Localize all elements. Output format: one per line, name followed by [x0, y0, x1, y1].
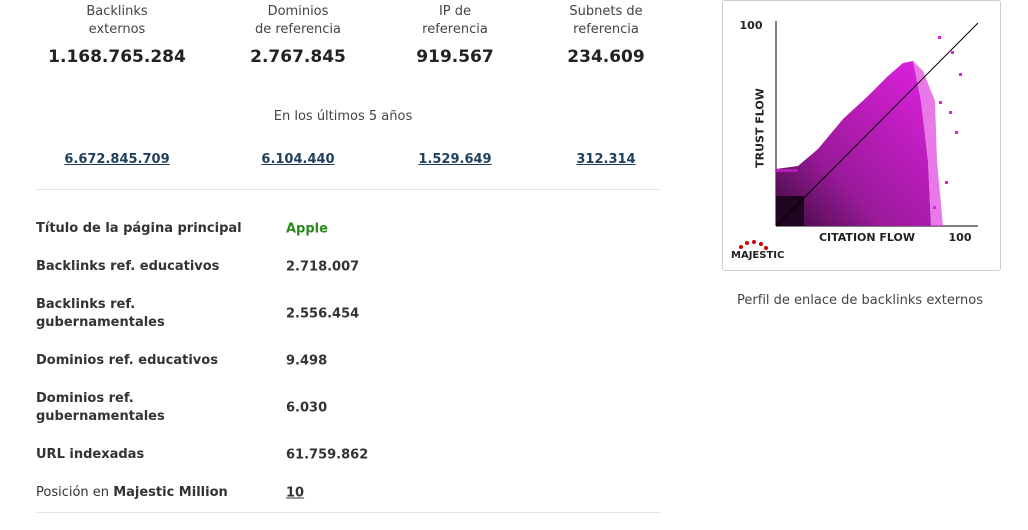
- density-edge: [913, 61, 943, 226]
- chart-caption: Perfil de enlace de backlinks externos: [737, 293, 983, 308]
- density-band: [776, 169, 798, 172]
- detail-value: 9.498: [286, 353, 328, 369]
- y-max: 100: [739, 19, 763, 32]
- detail-label: Título de la página principal: [36, 220, 242, 238]
- stat-label: Backlinks: [86, 4, 148, 19]
- detail-label-line: Backlinks ref. educativos: [36, 259, 220, 274]
- detail-value: 6.030: [286, 400, 328, 416]
- logo-text: MAJESTIC: [731, 250, 785, 261]
- detail-value: 2.556.454: [286, 306, 360, 322]
- detail-value: Apple: [286, 221, 328, 237]
- stat-label: referencia: [422, 22, 488, 37]
- detail-value: 61.759.862: [286, 447, 369, 463]
- logo-stars: [739, 240, 768, 250]
- detail-label: Dominios ref. gubernamentales: [36, 390, 165, 426]
- history-link[interactable]: 312.314: [576, 152, 636, 167]
- detail-label-line: Dominios ref. educativos: [36, 353, 218, 368]
- rank-label: Posición en Majestic Million: [36, 484, 228, 502]
- detail-label: Backlinks ref. gubernamentales: [36, 296, 165, 332]
- x-max: 100: [948, 231, 972, 244]
- chart-image: [739, 21, 979, 250]
- stat-label: referencia: [573, 22, 639, 37]
- detail-label-line: Título de la página principal: [36, 221, 242, 236]
- rank-bold: Majestic Million: [113, 485, 228, 500]
- stat-value: 1.168.765.284: [48, 47, 186, 67]
- rank-text: Posición en: [36, 485, 110, 500]
- detail-label-line: URL indexadas: [36, 447, 145, 462]
- divider: [36, 512, 661, 513]
- stat-label: Dominios: [267, 4, 329, 19]
- outliers: [933, 36, 962, 209]
- stat-label: Subnets de: [569, 4, 643, 19]
- divider: [36, 189, 661, 190]
- diagonal: [775, 22, 979, 227]
- detail-value: 2.718.007: [286, 259, 360, 275]
- history-link[interactable]: 1.529.649: [418, 152, 492, 167]
- history-caption: En los últimos 5 años: [273, 109, 413, 124]
- stat-value: 234.609: [567, 47, 645, 67]
- stat-value: 2.767.845: [250, 47, 346, 67]
- history-link[interactable]: 6.104.440: [261, 152, 335, 167]
- stat-label: IP de: [438, 4, 472, 19]
- density-area: [776, 61, 931, 226]
- y-axis-label: TRUST FLOW: [753, 88, 767, 168]
- chart-box: [722, 0, 1001, 271]
- detail-label-line: Backlinks ref.: [36, 297, 136, 312]
- stat-value: 919.567: [416, 47, 494, 67]
- stat-label: de referencia: [254, 22, 342, 37]
- x-axis-label: CITATION FLOW: [818, 231, 916, 244]
- detail-label: Dominios ref. educativos: [36, 352, 218, 370]
- detail-label-line: gubernamentales: [36, 315, 165, 330]
- detail-label-line: Dominios ref.: [36, 391, 134, 406]
- stat-label: externos: [88, 22, 146, 37]
- history-link[interactable]: 6.672.845.709: [64, 152, 170, 167]
- detail-label-line: gubernamentales: [36, 409, 165, 424]
- detail-label: URL indexadas: [36, 446, 144, 464]
- rank-link[interactable]: 10: [286, 485, 305, 501]
- detail-label: Backlinks ref. educativos: [36, 258, 219, 276]
